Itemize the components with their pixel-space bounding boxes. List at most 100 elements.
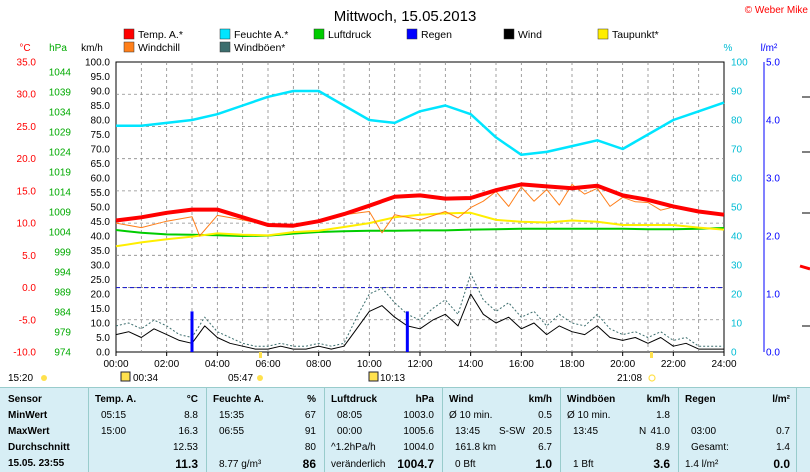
speed-tick-label: 75.0 xyxy=(91,130,111,141)
stats-extra: 1.4 l/m² xyxy=(685,459,719,470)
humidity-tick-label: 0 xyxy=(731,348,737,359)
speed-tick-label: 55.0 xyxy=(91,188,111,199)
temp-tick-label: 10.0 xyxy=(17,219,37,230)
stats-unit: hPa xyxy=(415,394,434,405)
humidity-tick-label: 20 xyxy=(731,290,743,301)
chart-title: Mittwoch, 15.05.2013 xyxy=(334,8,477,25)
stats-time: 15:35 xyxy=(219,410,245,421)
speed-unit-label: km/h xyxy=(81,43,103,54)
stats-col-humidity: Feuchte A. % 15:35 67 06:55 91 80 8.77 g… xyxy=(206,388,324,472)
stats-header: Luftdruck xyxy=(331,394,378,405)
speed-axis: 100.095.090.085.080.075.070.065.060.055.… xyxy=(85,58,765,359)
copyright-text: © Weber Mike xyxy=(745,5,809,16)
stats-value: 91 xyxy=(304,426,316,437)
sunrise-label: 05:47 xyxy=(228,373,253,384)
speed-tick-label: 45.0 xyxy=(91,217,111,228)
weather-chart: Mittwoch, 15.05.2013 © Weber Mike °C hPa… xyxy=(8,5,810,384)
pressure-tick-label: 1009 xyxy=(49,208,72,219)
sunrise-tick xyxy=(259,352,262,358)
speed-tick-label: 85.0 xyxy=(91,101,111,112)
time-label-left: 15:20 xyxy=(8,373,33,384)
x-tick-label: 12:00 xyxy=(407,359,432,370)
temp-unit-label: °C xyxy=(19,43,30,54)
humidity-tick-label: 90 xyxy=(731,87,743,98)
pressure-tick-label: 1014 xyxy=(49,188,72,199)
stats-current: 1.0 xyxy=(535,457,552,471)
stats-value: 1.4 xyxy=(776,442,790,453)
stats-row-label: 15.05. 23:55 xyxy=(8,458,65,469)
x-tick-label: 00:00 xyxy=(103,359,128,370)
rain-tick-label: 2.0 xyxy=(766,232,780,243)
stats-time: 06:55 xyxy=(219,426,245,437)
legend-label: Temp. A.* xyxy=(138,29,183,41)
grid xyxy=(116,62,724,352)
speed-tick-label: 10.0 xyxy=(91,319,111,330)
stats-time: 03:00 xyxy=(691,426,717,437)
legend-swatch xyxy=(123,41,135,53)
sunrise-icon xyxy=(257,375,263,381)
speed-tick-label: 95.0 xyxy=(91,72,111,83)
pressure-tick-label: 979 xyxy=(54,328,71,339)
legend-label: Wind xyxy=(518,29,542,41)
stats-time: Ø 10 min. xyxy=(567,410,611,421)
speed-tick-label: 50.0 xyxy=(91,203,111,214)
stats-current: 11.3 xyxy=(175,457,198,471)
speed-tick-label: 100.0 xyxy=(85,58,110,69)
stats-row-label: MaxWert xyxy=(8,426,50,437)
temp-tick-label: 20.0 xyxy=(17,154,37,165)
speed-tick-label: 25.0 xyxy=(91,275,111,286)
right-edge-mark xyxy=(799,264,810,271)
sunset-tick xyxy=(650,352,653,358)
stats-col-temp: Temp. A. °C 05:15 8.8 15:00 16.3 12.53 1… xyxy=(88,388,206,472)
x-tick-label: 02:00 xyxy=(154,359,179,370)
stats-time: 15:00 xyxy=(101,426,127,437)
stats-extra: Gesamt: xyxy=(691,442,729,453)
stats-extra: veränderlich xyxy=(331,459,386,470)
stats-extra: 8.77 g/m³ xyxy=(219,459,262,470)
speed-tick-label: 80.0 xyxy=(91,116,111,127)
sun-icon xyxy=(41,375,47,381)
legend-swatch xyxy=(313,28,325,40)
stats-current: 0.0 xyxy=(773,457,790,471)
sun-row: 15:20 00:34 05:47 10:13 21:08 xyxy=(8,352,656,384)
moonrise-label: 10:13 xyxy=(380,373,405,384)
pressure-tick-label: 999 xyxy=(54,248,71,259)
legend: Temp. A.* Feuchte A.* Luftdruck Regen Wind Ta… xyxy=(123,28,659,54)
legend-label: Windböen* xyxy=(234,42,285,54)
stats-value: 8.8 xyxy=(184,410,198,421)
speed-tick-label: 30.0 xyxy=(91,261,111,272)
stats-extra: 1 Bft xyxy=(573,459,594,470)
stats-unit: km/h xyxy=(528,394,552,405)
x-tick-label: 04:00 xyxy=(205,359,230,370)
humidity-tick-label: 10 xyxy=(731,319,743,330)
legend-swatch xyxy=(406,28,418,40)
legend-swatch xyxy=(597,28,609,40)
humidity-tick-label: 80 xyxy=(731,116,743,127)
stats-header: Temp. A. xyxy=(95,394,137,405)
temp-tick-label: 15.0 xyxy=(17,186,37,197)
moon-icon xyxy=(120,371,131,382)
stats-value: 16.3 xyxy=(178,426,198,437)
pressure-tick-label: 1024 xyxy=(49,148,72,159)
stats-col-edge xyxy=(796,388,810,472)
legend-swatch xyxy=(219,28,231,40)
speed-tick-label: 60.0 xyxy=(91,174,111,185)
temp-tick-label: 5.0 xyxy=(22,251,36,262)
stats-value: 6.7 xyxy=(538,442,552,453)
x-tick-label: 20:00 xyxy=(610,359,635,370)
stats-col-rain: Regen l/m² 03:00 0.7 Gesamt: 1.4 1.4 l/m… xyxy=(678,388,796,472)
legend-label: Regen xyxy=(421,29,452,41)
stats-current: 3.6 xyxy=(653,457,670,471)
stats-value: 1004.0 xyxy=(403,442,434,453)
stats-value: 0.5 xyxy=(538,410,552,421)
stats-time: 00:00 xyxy=(337,426,363,437)
legend-label: Feuchte A.* xyxy=(234,29,288,41)
humidity-tick-label: 70 xyxy=(731,145,743,156)
speed-tick-label: 90.0 xyxy=(91,87,111,98)
rain-tick-label: 0.0 xyxy=(766,348,780,359)
stats-value: 80 xyxy=(304,442,316,453)
stats-value: 8.9 xyxy=(656,442,670,453)
stats-value: 1.8 xyxy=(656,410,670,421)
stats-value: 1003.0 xyxy=(403,410,434,421)
